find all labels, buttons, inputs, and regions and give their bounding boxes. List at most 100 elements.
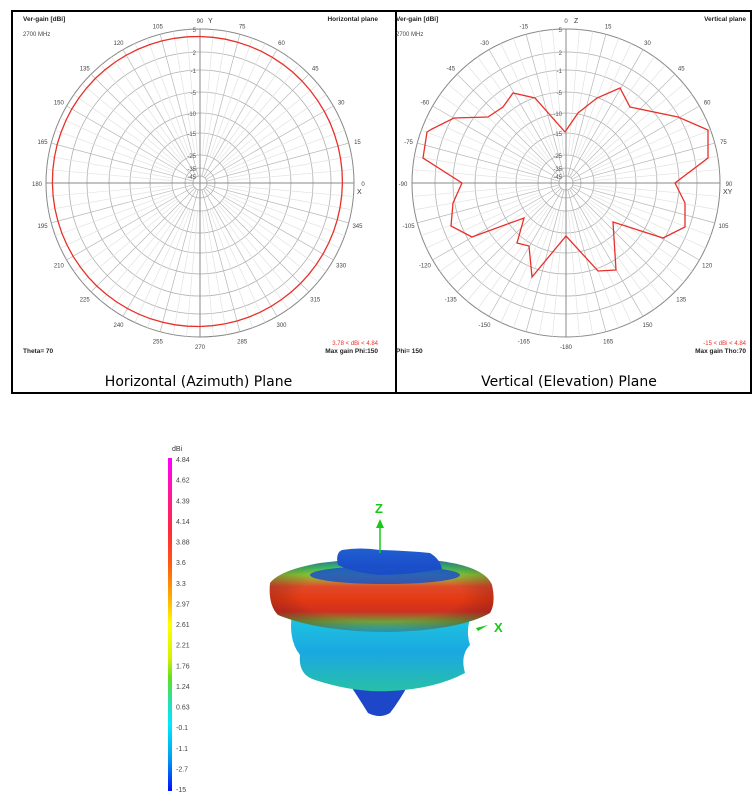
svg-text:15: 15 [605,25,612,31]
svg-text:3.6: 3.6 [176,560,186,567]
svg-text:255: 255 [153,339,164,345]
svg-text:5: 5 [559,28,563,34]
svg-text:3.78 < dBi < 4.84: 3.78 < dBi < 4.84 [332,341,378,347]
vertical-plane-panel: 5 2 -1 -5 -10 -15 -25 -35 -45 0 15 30 45 60 75 90 105 120… [386,12,752,392]
x-axis-label: X [494,620,503,635]
svg-text:300: 300 [276,323,287,329]
svg-text:Phi= 150: Phi= 150 [396,348,423,355]
svg-text:-135: -135 [445,297,458,303]
svg-text:225: 225 [80,297,91,303]
svg-text:-150: -150 [478,323,491,329]
vertical-plane-caption: Vertical (Elevation) Plane [481,374,657,390]
svg-text:195: 195 [38,224,49,230]
svg-text:120: 120 [113,41,124,47]
svg-text:75: 75 [239,25,246,31]
svg-text:60: 60 [278,41,285,47]
svg-text:Ver-gain [dBi]: Ver-gain [dBi] [396,16,438,23]
svg-text:-165: -165 [518,339,531,345]
z-axis-label: Z [375,501,383,516]
svg-text:XY: XY [723,189,733,196]
horizontal-plane-panel: 5 2 -1 -5 -10 -15 -25 -35 -45 0 15 30 45 60 75 90 105 120… [13,12,384,392]
svg-text:Z: Z [574,18,579,25]
svg-text:2.21: 2.21 [176,643,190,650]
svg-text:75: 75 [720,140,727,146]
svg-text:105: 105 [153,25,164,31]
svg-text:-10: -10 [187,112,196,118]
svg-text:150: 150 [54,101,65,107]
svg-text:240: 240 [113,323,124,329]
svg-text:Vertical plane: Vertical plane [704,16,746,23]
svg-text:-5: -5 [557,91,563,97]
svg-text:1.24: 1.24 [176,684,190,691]
svg-text:135: 135 [80,67,91,73]
svg-text:dBi: dBi [172,446,183,453]
panel-divider [395,12,397,392]
svg-text:105: 105 [718,224,729,230]
svg-text:45: 45 [312,67,319,73]
3d-radiation-pattern: Z X [260,495,530,725]
svg-text:90: 90 [726,182,733,188]
svg-text:330: 330 [336,264,347,270]
3d-radiation-shape: Z X [269,501,503,716]
svg-text:165: 165 [603,339,614,345]
svg-text:-1: -1 [191,69,197,75]
svg-text:X: X [357,189,362,196]
svg-text:2.97: 2.97 [176,601,190,608]
svg-text:-5: -5 [191,91,197,97]
svg-text:-10: -10 [553,112,562,118]
svg-text:4.84: 4.84 [176,457,190,464]
svg-text:60: 60 [704,101,711,107]
svg-text:-15 < dBi < 4.84: -15 < dBi < 4.84 [703,341,746,347]
svg-text:15: 15 [354,140,361,146]
svg-text:Theta= 70: Theta= 70 [23,348,54,355]
svg-text:210: 210 [54,264,65,270]
svg-text:345: 345 [352,224,363,230]
svg-text:2700 MHz: 2700 MHz [396,32,423,38]
vertical-plane-chart: 5 2 -1 -5 -10 -15 -25 -35 -45 0 15 30 45 60 75 90 105 120… [396,16,747,355]
svg-text:-45: -45 [553,175,562,181]
svg-text:Max gain Phi:150: Max gain Phi:150 [325,348,378,355]
svg-text:-30: -30 [480,41,489,47]
svg-text:-45: -45 [446,67,455,73]
x-axis-arrow-icon [476,625,488,631]
color-scale-bar: dBi 4.84 4.62 4.39 4.14 3.88 3.6 3.3 2.97 2.61 2.2… [168,446,190,794]
svg-text:-75: -75 [404,140,413,146]
svg-text:120: 120 [702,264,713,270]
svg-text:-180: -180 [560,345,573,351]
svg-text:-35: -35 [187,167,196,173]
svg-text:-45: -45 [187,175,196,181]
svg-text:Max gain Tho:70: Max gain Tho:70 [695,348,746,355]
svg-text:45: 45 [678,67,685,73]
svg-text:180: 180 [32,182,43,188]
color-scale-legend: dBi 4.84 4.62 4.39 4.14 3.88 3.6 3.3 2.97 2.61 2.2… [150,440,230,800]
horizontal-plane-caption: Horizontal (Azimuth) Plane [104,374,293,390]
svg-text:-25: -25 [187,154,196,160]
svg-text:4.14: 4.14 [176,519,190,526]
svg-text:90: 90 [197,19,204,25]
svg-text:-90: -90 [399,182,408,188]
svg-text:Horizontal plane: Horizontal plane [327,16,378,23]
svg-text:-35: -35 [553,167,562,173]
svg-text:0: 0 [564,19,568,25]
svg-text:Ver-gain [dBi]: Ver-gain [dBi] [23,16,65,23]
svg-text:3.3: 3.3 [176,581,186,588]
svg-text:270: 270 [195,345,206,351]
svg-text:-15: -15 [553,132,562,138]
svg-text:2: 2 [559,51,563,57]
svg-text:2700 MHz: 2700 MHz [23,32,50,38]
svg-text:165: 165 [38,140,49,146]
svg-text:315: 315 [310,297,321,303]
svg-text:0: 0 [361,182,365,188]
svg-text:-1.1: -1.1 [176,746,188,753]
svg-text:3.88: 3.88 [176,540,190,547]
svg-text:-1: -1 [557,69,563,75]
svg-text:150: 150 [642,323,653,329]
svg-text:-0.1: -0.1 [176,725,188,732]
svg-text:-2.7: -2.7 [176,766,188,773]
horizontal-plane-chart: 5 2 -1 -5 -10 -15 -25 -35 -45 0 15 30 45 60 75 90 105 120… [23,16,379,355]
svg-text:-15: -15 [176,787,186,794]
svg-text:2.61: 2.61 [176,622,190,629]
svg-text:0.63: 0.63 [176,705,190,712]
svg-text:-105: -105 [403,224,416,230]
svg-text:-120: -120 [419,264,432,270]
